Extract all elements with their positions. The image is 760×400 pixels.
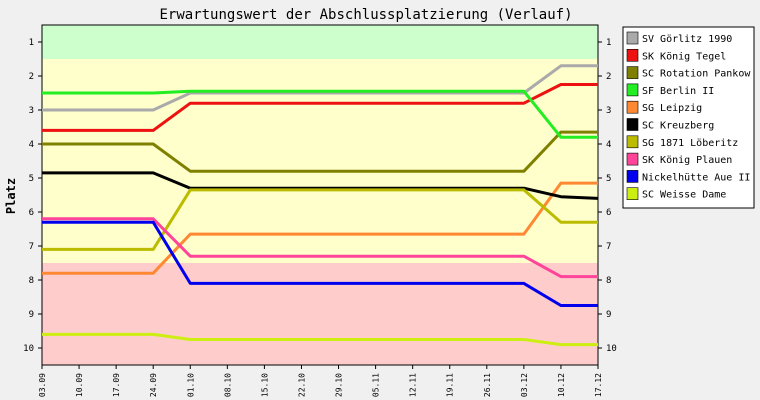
y-tick-label-right-6: 6 xyxy=(606,208,611,218)
x-tick-label-7: 22.10 xyxy=(297,373,306,397)
y-tick-label-left-8: 8 xyxy=(29,276,34,286)
y-tick-label-right-9: 9 xyxy=(606,310,611,320)
legend-label-8: SK König Plauen xyxy=(642,155,732,166)
legend-label-7: SG 1871 Löberitz xyxy=(642,138,738,149)
plot-frame xyxy=(41,24,599,366)
band-2 xyxy=(42,59,598,263)
legend-label-4: SF Berlin II xyxy=(642,86,714,97)
x-tick-label-4: 01.10 xyxy=(186,373,195,397)
x-tick-label-0: 03.09 xyxy=(38,373,47,397)
y-tick-label-left-4: 4 xyxy=(29,140,34,150)
x-tick-label-11: 19.11 xyxy=(446,373,455,397)
y-tick-label-right-1: 1 xyxy=(606,38,611,48)
series-line-1 xyxy=(42,64,598,112)
series-line-4 xyxy=(42,89,598,139)
x-tick-label-2: 17.09 xyxy=(112,373,121,397)
legend-label-1: SV Görlitz 1990 xyxy=(642,34,732,45)
x-tick-label-9: 05.11 xyxy=(372,373,381,397)
series-line-3 xyxy=(42,130,598,173)
y-tick-label-left-3: 3 xyxy=(29,106,34,116)
x-tick-label-12: 26.11 xyxy=(483,373,492,397)
legend-label-9: Nickelhütte Aue II xyxy=(642,172,750,183)
legend-swatch-10 xyxy=(626,187,639,200)
x-tick-label-13: 03.12 xyxy=(520,373,529,397)
x-tick-label-8: 29.10 xyxy=(335,373,344,397)
y-axis-label: Platz xyxy=(4,178,18,214)
legend-box xyxy=(622,26,755,209)
legend-label-2: SK König Tegel xyxy=(642,51,726,62)
x-tick-label-3: 24.09 xyxy=(149,373,158,397)
band-1 xyxy=(42,25,598,59)
x-tick-label-15: 17.12 xyxy=(594,373,603,397)
x-tick-label-1: 10.09 xyxy=(75,373,84,397)
legend-swatch-3 xyxy=(626,66,639,79)
legend-swatch-8 xyxy=(626,152,639,166)
y-tick-label-left-9: 9 xyxy=(29,310,34,320)
legend-swatch-7 xyxy=(626,135,639,149)
legend-swatch-2 xyxy=(626,48,639,62)
legend-swatch-4 xyxy=(626,83,639,97)
legend-label-3: SC Rotation Pankow xyxy=(642,69,751,80)
series-line-8 xyxy=(42,217,598,279)
series-line-7 xyxy=(42,188,598,251)
series-line-9 xyxy=(42,220,598,307)
y-tick-label-right-8: 8 xyxy=(606,276,611,286)
y-tick-label-left-10: 10 xyxy=(23,344,34,354)
y-tick-label-right-5: 5 xyxy=(606,174,611,184)
legend-swatch-9 xyxy=(626,170,639,183)
band-3 xyxy=(42,263,598,365)
legend-swatch-1 xyxy=(626,31,639,45)
y-tick-label-right-10: 10 xyxy=(606,344,617,354)
series-lines xyxy=(42,64,599,347)
legend: SV Görlitz 1990 SK König Tegel SC Rotation… xyxy=(622,26,755,209)
background-bands xyxy=(42,25,598,365)
series-line-6 xyxy=(42,171,599,200)
chart-title: Erwartungswert der Abschlussplatzierung … xyxy=(159,7,572,23)
x-tick-label-6: 15.10 xyxy=(260,373,269,397)
y-tick-label-right-4: 4 xyxy=(606,140,611,150)
legend-swatch-5 xyxy=(626,100,639,114)
y-tick-label-right-7: 7 xyxy=(606,242,611,252)
y-tick-label-left-2: 2 xyxy=(29,72,34,82)
y-tick-label-left-6: 6 xyxy=(29,208,34,218)
y-tick-label-right-2: 2 xyxy=(606,72,611,82)
series-line-5 xyxy=(42,181,598,275)
y-tick-label-left-7: 7 xyxy=(29,242,34,252)
legend-label-6: SC Kreuzberg xyxy=(642,121,714,132)
y-tick-label-right-3: 3 xyxy=(606,106,611,116)
x-tick-label-10: 12.11 xyxy=(409,373,418,397)
y-tick-label-left-1: 1 xyxy=(29,38,34,48)
series-line-2 xyxy=(42,83,598,132)
axes: 1 1 2 2 3 3 4 4 5 5 6 6 7 7 8 8 9 9 10 10 03.09 10.09 17.09 24.… xyxy=(23,24,617,397)
legend-swatch-6 xyxy=(626,118,639,131)
legend-label-10: SC Weisse Dame xyxy=(642,190,726,201)
legend-label-5: SG Leipzig xyxy=(642,103,702,114)
x-tick-label-5: 08.10 xyxy=(223,373,232,397)
x-tick-label-14: 10.12 xyxy=(557,373,566,397)
y-tick-label-left-5: 5 xyxy=(29,174,34,184)
series-line-10 xyxy=(42,332,598,347)
